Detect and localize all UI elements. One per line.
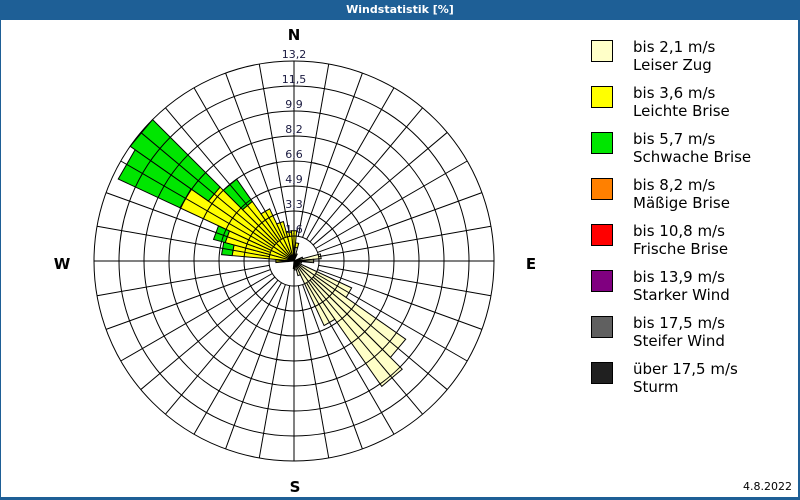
compass-east-label: E	[525, 255, 537, 273]
date-label: 4.8.2022	[743, 480, 792, 493]
wind-rose-chart: 1,6 3,3 4,9 6,6 8,2 9,9 11,5 13,2	[93, 48, 495, 462]
legend-swatch	[591, 224, 613, 246]
svg-text:9,9: 9,9	[285, 98, 303, 111]
wind-rose-wedges	[117, 118, 407, 388]
compass-north-label: N	[287, 26, 301, 44]
legend-label: bis 13,9 m/s Starker Wind	[633, 268, 730, 304]
legend-item: bis 13,9 m/s Starker Wind	[591, 268, 781, 316]
legend-label: bis 2,1 m/s Leiser Zug	[633, 38, 716, 74]
compass-west-label: W	[53, 255, 71, 273]
chart-area: 1,6 3,3 4,9 6,6 8,2 9,9 11,5 13,2 N E S W bis 2…	[1, 20, 798, 497]
legend-label: bis 8,2 m/s Mäßige Brise	[633, 176, 730, 212]
legend-label: über 17,5 m/s Sturm	[633, 360, 738, 396]
svg-text:6,6: 6,6	[285, 148, 303, 161]
legend-item: über 17,5 m/s Sturm	[591, 360, 781, 408]
svg-text:8,2: 8,2	[285, 123, 303, 136]
legend-swatch	[591, 40, 613, 62]
wind-rose-grid	[93, 60, 495, 462]
compass-south-label: S	[289, 478, 301, 496]
svg-text:3,3: 3,3	[285, 198, 303, 211]
legend-swatch	[591, 362, 613, 384]
svg-text:13,2: 13,2	[282, 48, 307, 61]
ring-labels: 1,6 3,3 4,9 6,6 8,2 9,9 11,5 13,2	[282, 48, 307, 236]
legend-item: bis 8,2 m/s Mäßige Brise	[591, 176, 781, 224]
legend-label: bis 10,8 m/s Frische Brise	[633, 222, 729, 258]
legend-swatch	[591, 178, 613, 200]
legend-item: bis 17,5 m/s Steifer Wind	[591, 314, 781, 362]
wind-wedge	[293, 253, 298, 262]
svg-text:1,6: 1,6	[285, 223, 303, 236]
legend-item: bis 2,1 m/s Leiser Zug	[591, 38, 781, 86]
svg-text:11,5: 11,5	[282, 73, 307, 86]
window-title: Windstatistik [%]	[346, 3, 454, 16]
legend-label: bis 5,7 m/s Schwache Brise	[633, 130, 752, 166]
legend-item: bis 10,8 m/s Frische Brise	[591, 222, 781, 270]
legend-label: bis 3,6 m/s Leichte Brise	[633, 84, 730, 120]
legend-swatch	[591, 270, 613, 292]
legend-swatch	[591, 316, 613, 338]
svg-text:4,9: 4,9	[285, 173, 303, 186]
legend-swatch	[591, 86, 613, 108]
legend-label: bis 17,5 m/s Steifer Wind	[633, 314, 725, 350]
legend-swatch	[591, 132, 613, 154]
legend-item: bis 3,6 m/s Leichte Brise	[591, 84, 781, 132]
legend-item: bis 5,7 m/s Schwache Brise	[591, 130, 781, 178]
wind-wedge	[294, 242, 300, 249]
